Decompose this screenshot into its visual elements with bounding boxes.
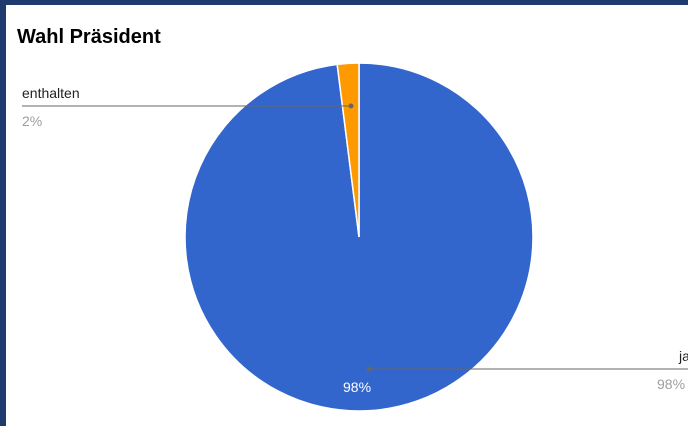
slice-label-enthalten: enthalten: [22, 85, 80, 101]
slice-label-ja: ja: [678, 348, 688, 364]
pie-chart: enthalten 2% ja 98% 98%: [22, 62, 688, 412]
callout-dot-ja: [366, 366, 372, 372]
slice-inside-label-ja: 98%: [343, 379, 371, 395]
callout-dot-enthalten: [348, 103, 354, 109]
chart-title: Wahl Präsident: [17, 26, 161, 48]
pie-slices: [184, 62, 534, 412]
slice-percent-ja: 98%: [657, 376, 685, 392]
slice-percent-enthalten: 2%: [22, 113, 42, 129]
callout-ja: ja 98% 98%: [343, 348, 688, 395]
callout-enthalten: enthalten 2%: [22, 85, 354, 129]
